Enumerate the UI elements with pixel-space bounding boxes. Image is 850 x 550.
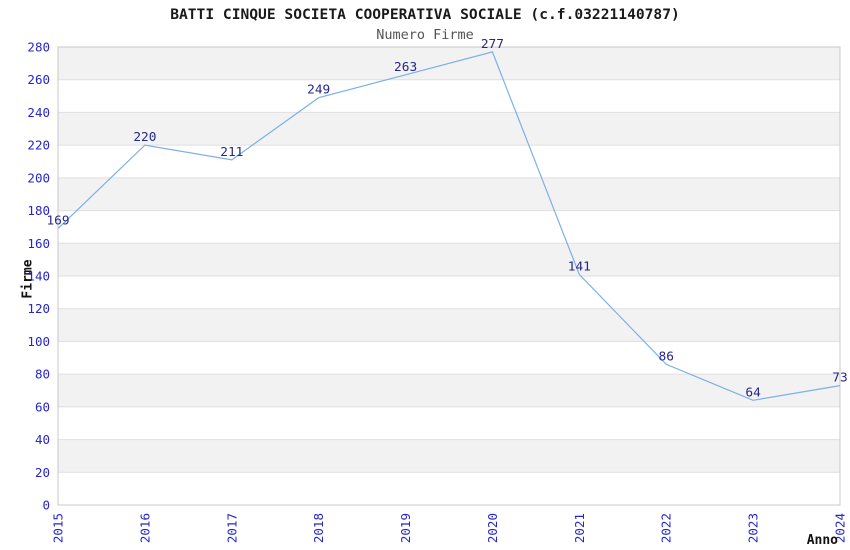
y-tick-labels: 0 20 40 60 80 100 120 140 160 180 200 220 240 260 280 xyxy=(27,40,50,513)
plot-frame xyxy=(57,46,841,506)
x-tick-label: 2018 xyxy=(311,513,326,543)
chart-subtitle: Numero Firme xyxy=(376,27,474,43)
x-tick-label: 2023 xyxy=(746,513,761,543)
point-label: 211 xyxy=(220,145,243,160)
point-label: 73 xyxy=(832,371,847,386)
y-tick-label: 220 xyxy=(27,138,50,153)
y-tick-label: 60 xyxy=(35,399,50,414)
x-tick-label: 2017 xyxy=(224,513,239,543)
y-axis-label: Firme xyxy=(20,259,36,299)
y-tick-label: 100 xyxy=(27,334,50,349)
y-tick-label: 120 xyxy=(27,301,50,316)
y-tick-label: 140 xyxy=(27,269,50,284)
plot-bands xyxy=(58,47,840,505)
x-tick-label: 2022 xyxy=(659,513,674,543)
y-tick-label: 280 xyxy=(27,40,50,55)
x-tick-label: 2015 xyxy=(51,513,66,543)
point-label: 277 xyxy=(481,37,504,52)
point-label: 220 xyxy=(133,130,156,145)
y-tick-label: 240 xyxy=(27,105,50,120)
y-tick-label: 80 xyxy=(35,367,50,382)
y-tick-label: 260 xyxy=(27,72,50,87)
y-tick-label: 180 xyxy=(27,203,50,218)
point-label: 64 xyxy=(745,385,761,400)
x-tick-label: 2024 xyxy=(833,513,848,543)
x-axis-label: Anno xyxy=(806,533,838,548)
x-tick-label: 2020 xyxy=(485,513,500,543)
x-tick-label: 2019 xyxy=(398,513,413,543)
x-tick-label: 2016 xyxy=(137,513,152,543)
point-label: 169 xyxy=(46,214,69,229)
point-label: 86 xyxy=(658,349,673,364)
y-tick-label: 20 xyxy=(35,465,50,480)
chart-title: BATTI CINQUE SOCIETA COOPERATIVA SOCIALE… xyxy=(170,6,680,23)
x-tick-label: 2021 xyxy=(572,513,587,543)
series-line xyxy=(57,51,841,401)
point-label: 141 xyxy=(568,259,591,274)
point-labels: 169 220 211 249 263 277 141 86 64 73 xyxy=(46,37,847,400)
x-tick-labels: 2015 2016 2017 2018 2019 2020 2021 2022 2023 2024 xyxy=(51,513,848,543)
point-label: 263 xyxy=(394,60,417,75)
y-tick-label: 160 xyxy=(27,236,50,251)
y-tick-label: 200 xyxy=(27,170,50,185)
point-label: 249 xyxy=(307,83,330,98)
y-tick-label: 0 xyxy=(42,498,50,513)
y-tick-label: 40 xyxy=(35,432,50,447)
